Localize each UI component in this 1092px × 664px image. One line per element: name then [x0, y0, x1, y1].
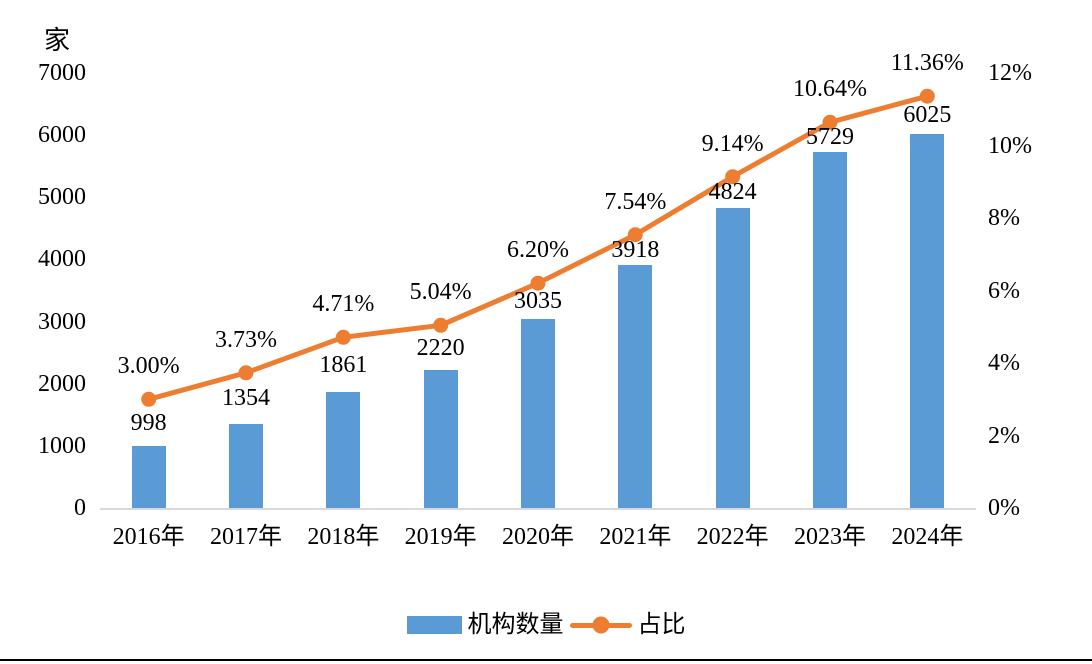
legend-line-swatch-icon — [569, 615, 632, 635]
bar-2022年 — [715, 208, 750, 508]
legend-label: 占比 — [637, 612, 686, 638]
bar-2016年 — [131, 445, 166, 508]
line-marker-2018年 — [335, 329, 351, 345]
line-percent-label: 7.54% — [604, 188, 667, 215]
line-percent-label: 5.04% — [409, 279, 472, 306]
bar-value-label: 6025 — [903, 101, 952, 128]
line-marker-2024年 — [919, 88, 935, 104]
legend-item-line: 占比 — [569, 612, 686, 638]
line-percent-label: 3.00% — [117, 353, 180, 380]
line-percent-label: 10.64% — [793, 76, 867, 103]
left-axis-tick: 0 — [74, 495, 86, 521]
bar-value-label: 4824 — [708, 179, 757, 206]
line-marker-2016年 — [141, 391, 157, 407]
x-axis-label-2024年: 2024年 — [891, 524, 964, 550]
bar-value-label: 1861 — [319, 351, 368, 378]
left-axis-tick: 5000 — [38, 184, 86, 211]
bottom-border — [0, 659, 1092, 661]
left-axis-tick: 2000 — [38, 370, 86, 397]
right-axis-tick: 2% — [988, 422, 1020, 449]
legend-bar-swatch-icon — [406, 616, 462, 634]
legend: 机构数量 占比 — [0, 611, 1092, 639]
line-percent-label: 6.20% — [507, 237, 569, 264]
legend-line-marker-icon — [592, 616, 609, 634]
line-series — [141, 88, 935, 407]
right-axis-tick: 0% — [988, 495, 1020, 521]
x-axis-label-2020年: 2020年 — [502, 524, 574, 550]
left-axis-tick: 4000 — [38, 246, 86, 273]
line-marker-2020年 — [530, 275, 546, 291]
line-marker-2023年 — [822, 114, 838, 130]
line-marker-2021年 — [627, 227, 643, 243]
left-axis-tick: 7000 — [38, 60, 86, 86]
bar-2023年 — [813, 151, 847, 508]
left-axis-tick: 3000 — [38, 308, 86, 335]
bar-value-label: 5729 — [806, 124, 854, 151]
x-axis-label-2019年: 2019年 — [404, 524, 477, 550]
right-axis-tick: 4% — [988, 350, 1020, 376]
x-axis-label-2016年: 2016年 — [112, 524, 185, 550]
left-axis-unit-label: 家 — [44, 26, 71, 55]
line-percent-label: 4.71% — [312, 291, 375, 318]
left-axis-tick: 1000 — [38, 432, 86, 459]
bar-2021年 — [618, 264, 653, 508]
bar-value-label: 3035 — [514, 288, 562, 315]
line-percent-label: 3.73% — [215, 326, 277, 353]
line-percent-label: 11.36% — [890, 50, 964, 77]
bar-value-label: 2220 — [416, 334, 465, 361]
bar-2024年 — [910, 133, 945, 508]
bar-2019年 — [423, 370, 458, 508]
bar-value-label: 998 — [130, 409, 167, 436]
x-axis-label-2022年: 2022年 — [696, 524, 769, 550]
plot-area — [100, 73, 976, 510]
legend-item-bar: 机构数量 — [406, 612, 564, 638]
bar-value-label: 1354 — [222, 385, 270, 412]
bar-value-label: 3918 — [611, 236, 660, 263]
x-axis-label-2017年: 2017年 — [210, 524, 282, 550]
x-axis-label-2021年: 2021年 — [599, 524, 672, 550]
line-marker-2019年 — [433, 317, 449, 333]
line-marker-2017年 — [238, 365, 254, 381]
right-axis-tick: 6% — [988, 277, 1020, 304]
right-axis-tick: 10% — [988, 132, 1032, 159]
bar-2018年 — [326, 392, 361, 508]
right-axis-tick: 8% — [988, 205, 1020, 231]
line-percent-label: 9.14% — [701, 130, 764, 157]
line-marker-2022年 — [725, 169, 741, 185]
x-axis-label-2018年: 2018年 — [307, 524, 380, 550]
bar-2020年 — [521, 319, 555, 508]
left-axis-tick: 6000 — [38, 122, 86, 149]
legend-label: 机构数量 — [467, 612, 564, 638]
right-axis-tick: 12% — [988, 60, 1032, 86]
bar-2017年 — [229, 423, 263, 508]
x-axis-label-2023年: 2023年 — [794, 524, 866, 550]
